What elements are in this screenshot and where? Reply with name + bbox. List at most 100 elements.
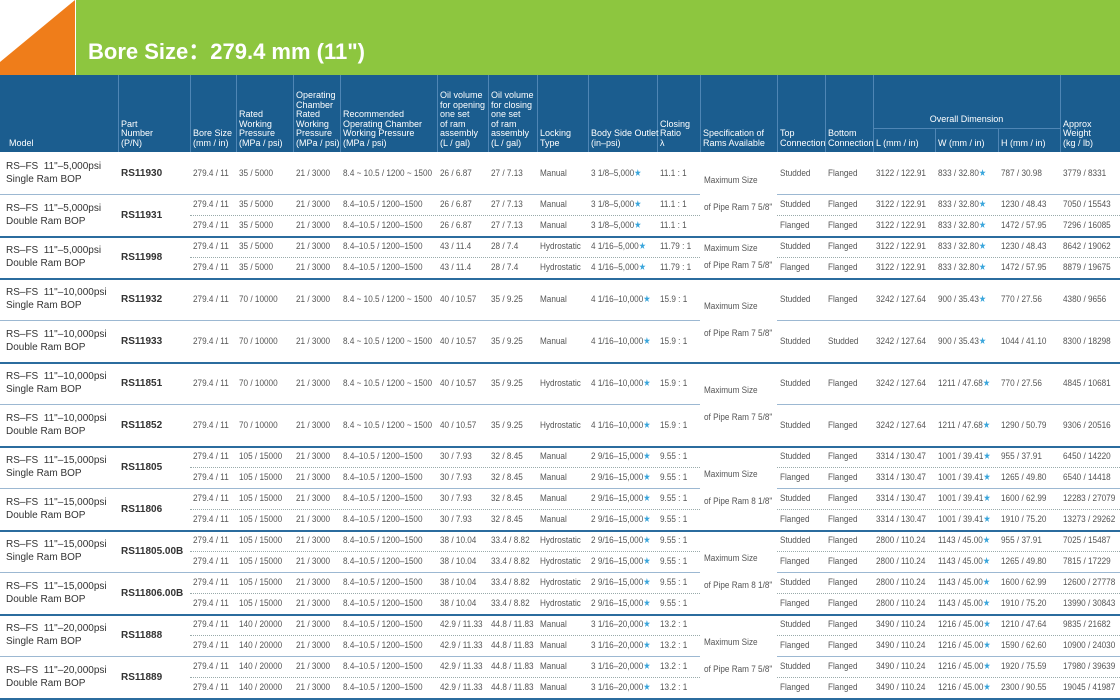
row-divider bbox=[777, 467, 1120, 468]
column-header: Part Number (P/N) bbox=[118, 75, 190, 152]
table-cell: 2 9/16–15,000★ bbox=[591, 598, 651, 609]
table-cell: 4 1/16–5,000★ bbox=[591, 262, 647, 273]
row-divider bbox=[190, 551, 700, 552]
model-line: RS–FS 11"–10,000psi bbox=[6, 287, 107, 298]
table-cell: Studded bbox=[780, 619, 811, 630]
table-cell: 140 / 20000 bbox=[239, 682, 283, 693]
table-cell: 2800 / 110.24 bbox=[876, 577, 926, 588]
table-cell: 33.4 / 8.82 bbox=[491, 598, 530, 609]
table-cell: 70 / 10000 bbox=[239, 419, 278, 431]
row-divider bbox=[190, 215, 700, 216]
table-cell: 105 / 15000 bbox=[239, 556, 283, 567]
table-cell: 35 / 9.25 bbox=[491, 377, 523, 389]
model-line: RS–FS 11"–20,000psi bbox=[6, 665, 107, 676]
table-cell: 44.8 / 11.83 bbox=[491, 661, 534, 672]
table-cell: 105 / 15000 bbox=[239, 514, 283, 525]
table-cell: 955 / 37.91 bbox=[1001, 535, 1042, 546]
model-cell: RS–FS 11"–20,000psi Single Ram BOP bbox=[6, 614, 118, 656]
table-cell: 3314 / 130.47 bbox=[876, 451, 926, 462]
table-cell: 38 / 10.04 bbox=[440, 535, 477, 546]
table-cell: 33.4 / 8.82 bbox=[491, 535, 530, 546]
table-cell: 21 / 3000 bbox=[296, 556, 331, 567]
header-divider bbox=[1060, 75, 1061, 152]
table-cell: Studded bbox=[780, 661, 811, 672]
table-cell: Manual bbox=[540, 472, 567, 483]
table-cell: 3 1/8–5,000★ bbox=[591, 167, 642, 179]
header-line: (L / gal) bbox=[491, 137, 522, 148]
row-divider bbox=[777, 677, 1120, 678]
table-cell: 1290 / 50.79 bbox=[1001, 419, 1047, 431]
header-divider bbox=[118, 75, 119, 152]
table-cell: 13.2 : 1 bbox=[660, 661, 688, 672]
spec-line: Maximum Size bbox=[704, 553, 758, 564]
table-cell: 9.55 : 1 bbox=[660, 535, 688, 546]
column-header: L (mm / in) bbox=[873, 75, 935, 152]
spec-cell: Maximum Size of Pipe Ram 7 5/8" bbox=[700, 362, 777, 446]
table-cell: 1216 / 45.00★ bbox=[938, 682, 991, 693]
spec-line: Maximum Size bbox=[704, 301, 758, 312]
table-cell: 1001 / 39.41★ bbox=[938, 493, 991, 504]
table-cell: 279.4 / 11 bbox=[193, 262, 229, 273]
table-cell: 2 9/16–15,000★ bbox=[591, 535, 651, 546]
table-cell: Manual bbox=[540, 335, 567, 347]
table-cell: 40 / 10.57 bbox=[440, 293, 477, 305]
header-line: Rated bbox=[239, 109, 264, 119]
table-cell: 21 / 3000 bbox=[296, 598, 331, 609]
spec-line: Maximum Size bbox=[704, 469, 758, 480]
table-cell: 279.4 / 11 bbox=[193, 293, 229, 305]
header-line: Specification of bbox=[703, 128, 765, 138]
table-cell: 21 / 3000 bbox=[296, 241, 331, 252]
table-cell: 21 / 3000 bbox=[296, 419, 331, 431]
header-divider bbox=[998, 128, 999, 152]
row-divider bbox=[777, 551, 1120, 552]
header-line: Closing bbox=[660, 118, 691, 129]
table-cell: Flanged bbox=[828, 419, 858, 431]
model-line: RS–FS 11"–10,000psi bbox=[6, 413, 107, 424]
column-header: Operating Chamber Rated Working Pressure (MPa… bbox=[293, 75, 340, 152]
column-header: W (mm / in) bbox=[935, 75, 998, 152]
table-cell: 1230 / 48.43 bbox=[1001, 199, 1047, 210]
table-cell: 30 / 7.93 bbox=[440, 514, 472, 525]
table-cell: 900 / 35.43★ bbox=[938, 335, 987, 347]
column-header: Locking Type bbox=[537, 75, 588, 152]
row-divider bbox=[190, 509, 700, 510]
table-cell: 8879 / 19675 bbox=[1063, 262, 1111, 273]
table-cell: 3242 / 127.64 bbox=[876, 293, 926, 305]
model-cell: RS–FS 11"–5,000psi Double Ram BOP bbox=[6, 236, 118, 278]
header-divider bbox=[537, 75, 538, 152]
spec-line: Maximum Size bbox=[704, 385, 758, 396]
table-cell: 1216 / 45.00★ bbox=[938, 619, 991, 630]
table-cell: 105 / 15000 bbox=[239, 472, 283, 483]
table-cell: Flanged bbox=[828, 577, 858, 588]
header-line: (MPa / psi) bbox=[343, 137, 387, 148]
table-cell: 32 / 8.45 bbox=[491, 514, 523, 525]
table-cell: Flanged bbox=[780, 682, 810, 693]
table-cell: 1143 / 45.00★ bbox=[938, 598, 991, 609]
table-cell: 26 / 6.87 bbox=[440, 199, 472, 210]
table-cell: 2 9/16–15,000★ bbox=[591, 451, 651, 462]
model-line: Double Ram BOP bbox=[6, 510, 86, 521]
table-cell: 833 / 32.80★ bbox=[938, 262, 987, 273]
table-cell: 833 / 32.80★ bbox=[938, 167, 987, 179]
part-number: RS11931 bbox=[121, 209, 163, 221]
table-cell: Flanged bbox=[828, 262, 858, 273]
table-cell: 1143 / 45.00★ bbox=[938, 556, 991, 567]
table-cell: 140 / 20000 bbox=[239, 661, 283, 672]
header-divider bbox=[935, 128, 936, 152]
table-cell: 3 1/8–5,000★ bbox=[591, 199, 642, 210]
header-line: Bottom bbox=[828, 128, 857, 138]
model-line: RS–FS 11"–15,000psi bbox=[6, 581, 107, 592]
table-cell: 1216 / 45.00★ bbox=[938, 640, 991, 651]
model-line: RS–FS 11"–15,000psi bbox=[6, 455, 107, 466]
table-cell: Flanged bbox=[828, 535, 858, 546]
row-divider bbox=[190, 467, 700, 468]
table-cell: Studded bbox=[780, 199, 811, 210]
table-cell: 279.4 / 11 bbox=[193, 514, 229, 525]
table-cell: 11.1 : 1 bbox=[660, 220, 687, 231]
header-line: Working bbox=[296, 118, 329, 129]
header-line: λ bbox=[660, 137, 665, 148]
table-cell: 8.4 ~ 10.5 / 1200 ~ 1500 bbox=[343, 419, 433, 431]
table-cell: 9.55 : 1 bbox=[660, 451, 688, 462]
table-cell: 21 / 3000 bbox=[296, 535, 331, 546]
table-cell: 105 / 15000 bbox=[239, 451, 283, 462]
